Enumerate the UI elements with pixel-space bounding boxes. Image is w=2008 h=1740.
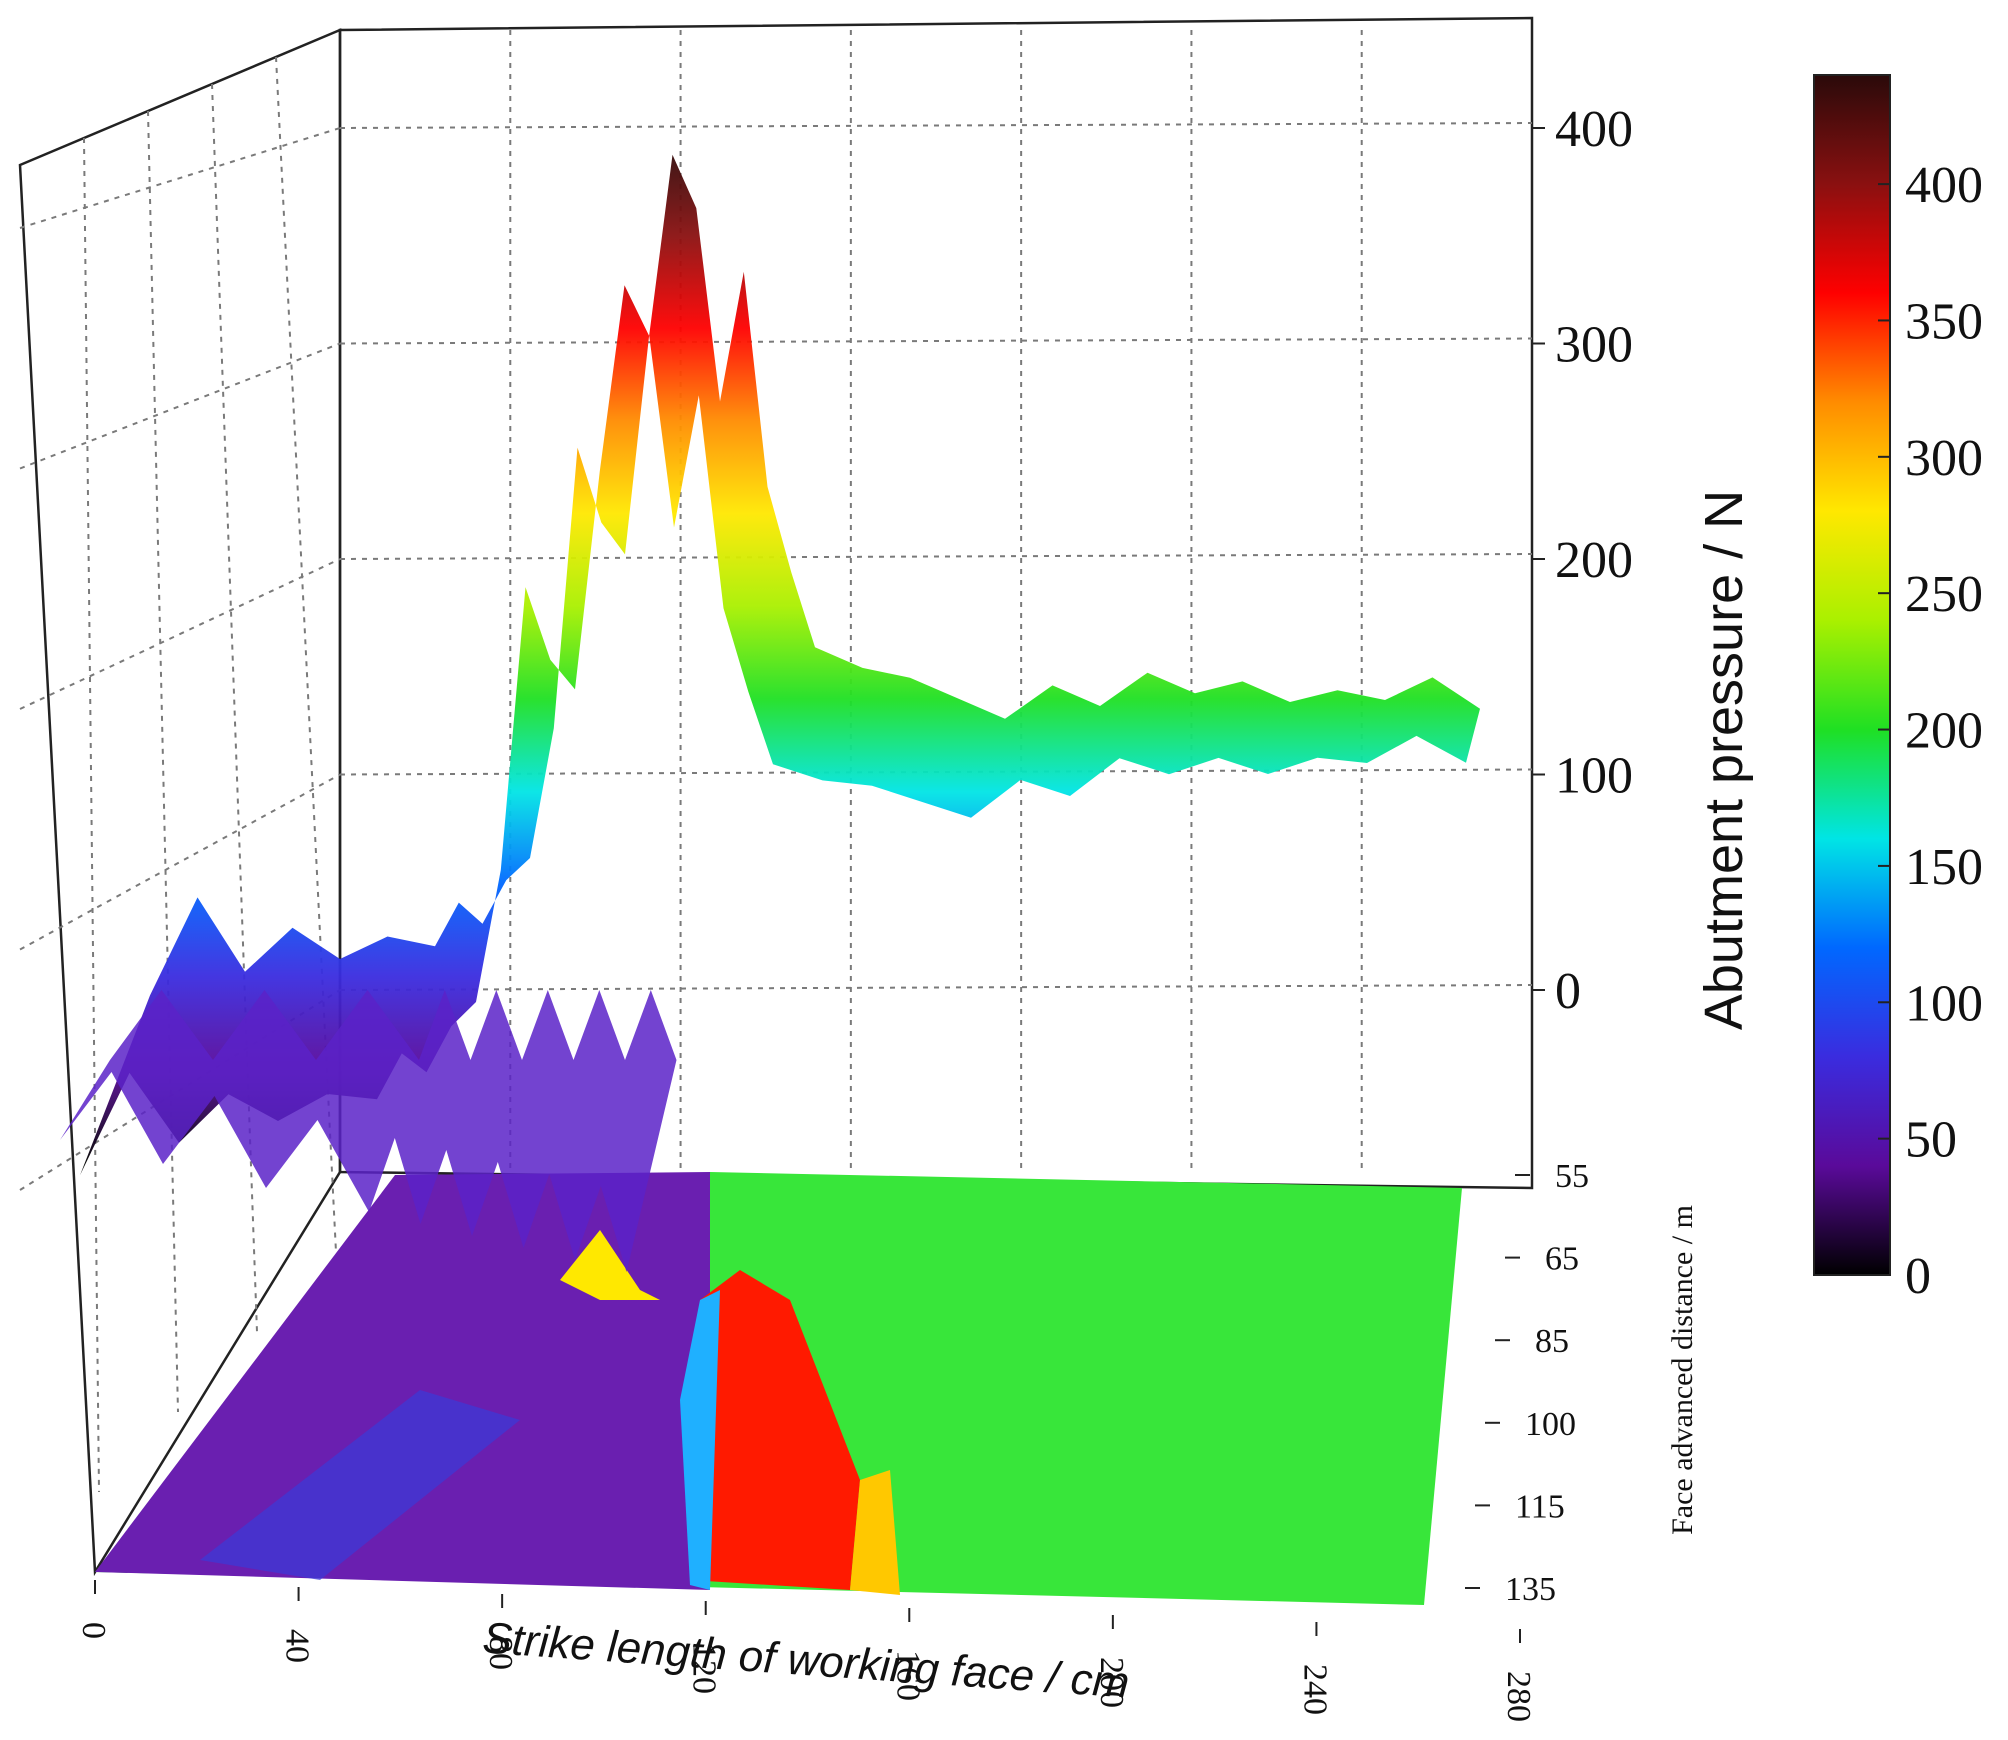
x-tick-label: 80: [482, 1636, 519, 1670]
z-gridline: [339, 984, 1533, 991]
z-gridline: [339, 337, 1533, 345]
floor-low-region: [95, 1172, 710, 1590]
z-axis-ticks: 0 100 200 300 400: [1532, 101, 1633, 1020]
colorbar-tick-label: 100: [1905, 975, 1983, 1032]
side-gridline: [275, 56, 337, 1253]
x-tick-label: 200: [1093, 1657, 1130, 1708]
colorbar-tick-label: 250: [1905, 566, 1983, 623]
x-tick-label: 280: [1500, 1671, 1537, 1722]
floor-peak-footprint: [560, 1230, 660, 1300]
z-gridline: [339, 553, 1533, 560]
colorbar: 0 50 100 150 200 250 300 350 400: [1813, 74, 1983, 1305]
colorbar-ticks: 0 50 100 150 200 250 300 350 400: [1878, 157, 1983, 1305]
floor-cyan-edge: [680, 1290, 720, 1590]
y-tick-label: 65: [1545, 1241, 1579, 1278]
floor-red-patch: [690, 1270, 860, 1590]
z-gridline-side: [19, 773, 341, 951]
side-gridline: [83, 137, 100, 1493]
y-tick-label: 100: [1525, 1406, 1576, 1443]
z-tick-label: 100: [1555, 748, 1633, 805]
x-axis-label: Strike length of working face / cm: [481, 1613, 1131, 1707]
z-tick-label: 0: [1555, 963, 1581, 1020]
z-axis-label: Abutment pressure / N: [1694, 490, 1754, 1030]
z-gridline-side: [19, 558, 341, 710]
z-gridline: [339, 122, 1533, 129]
colorbar-tick-label: 400: [1905, 157, 1983, 214]
x-tick-label: 160: [889, 1650, 926, 1701]
pressure-surface: [60, 154, 1480, 1272]
x-tick-label: 240: [1296, 1664, 1333, 1715]
colorbar-tick-label: 150: [1905, 839, 1983, 896]
z-tick-label: 300: [1555, 317, 1633, 374]
colorbar-tick-label: 200: [1905, 703, 1983, 760]
surface-ribbon: [80, 154, 1480, 1176]
x-tick-label: 120: [686, 1643, 723, 1694]
back-wall: [338, 16, 1534, 1190]
colorbar-tick-label: 300: [1905, 430, 1983, 487]
z-gridline-side: [19, 342, 341, 470]
y-axis-label: Face advanced distance / m: [1666, 1205, 1699, 1535]
side-gridline: [147, 110, 179, 1413]
colorbar-tick-label: 50: [1905, 1112, 1957, 1169]
floor-blue-patch: [200, 1390, 520, 1580]
y-axis-ticks: 55 65 85 100 115 135: [1465, 1158, 1589, 1608]
x-tick-label: 0: [75, 1622, 112, 1639]
colorbar-tick-label: 0: [1905, 1248, 1931, 1305]
z-tick-label: 200: [1555, 532, 1633, 589]
y-tick-label: 135: [1505, 1571, 1556, 1608]
z-gridline-side: [19, 127, 341, 229]
surface-low-ribbon: [60, 990, 677, 1272]
x-axis-ticks: 0 40 80 120 160 200 240 280: [75, 1580, 1537, 1722]
x-tick-label: 40: [279, 1629, 316, 1663]
colorbar-tick-label: 350: [1905, 293, 1983, 350]
y-tick-label: 115: [1515, 1488, 1565, 1525]
y-tick-label: 85: [1535, 1323, 1569, 1360]
floor-heatmap: [95, 1172, 1462, 1605]
colorbar-rect: [1813, 74, 1891, 1276]
y-tick-label: 55: [1555, 1158, 1589, 1195]
floor-yellow-patch: [850, 1470, 900, 1595]
z-tick-label: 400: [1555, 101, 1633, 158]
